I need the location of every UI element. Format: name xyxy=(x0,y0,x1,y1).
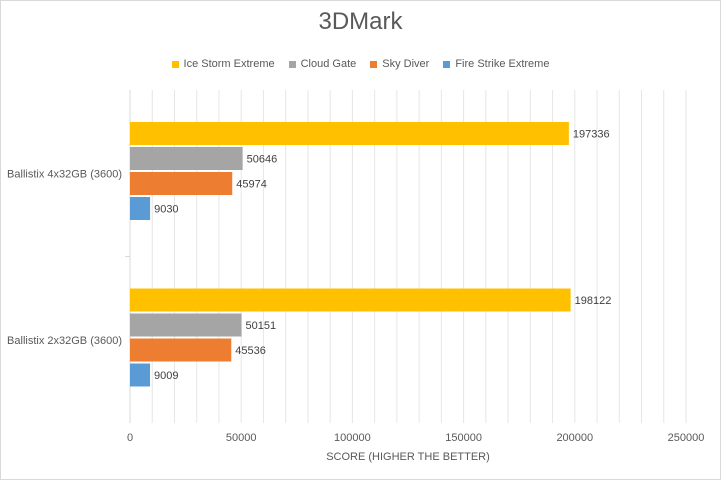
bar-fire-strike-extreme-ballistix-2x32gb-3600 xyxy=(130,363,151,387)
legend-item-ice-storm-extreme: Ice Storm Extreme xyxy=(171,57,275,71)
data-label-ice-storm-extreme-ballistix-2x32gb-3600: 198122 xyxy=(575,295,612,307)
category-label-ballistix-4x32gb-3600: Ballistix 4x32GB (3600) xyxy=(7,168,122,180)
x-tick-label-50000: 50000 xyxy=(226,432,257,444)
legend-item-sky-diver: Sky Diver xyxy=(370,57,429,71)
legend-label-sky-diver: Sky Diver xyxy=(382,58,430,70)
data-label-fire-strike-extreme-ballistix-2x32gb-3600: 9009 xyxy=(154,370,178,382)
data-label-fire-strike-extreme-ballistix-4x32gb-3600: 9030 xyxy=(154,204,178,216)
data-label-ice-storm-extreme-ballistix-4x32gb-3600: 197336 xyxy=(573,129,610,141)
legend-label-cloud-gate: Cloud Gate xyxy=(300,58,357,70)
legend-label-fire-strike-extreme: Fire Strike Extreme xyxy=(455,58,550,70)
data-label-cloud-gate-ballistix-2x32gb-3600: 50151 xyxy=(246,320,277,332)
legend-swatch-sky-diver xyxy=(370,60,378,68)
bar-cloud-gate-ballistix-4x32gb-3600 xyxy=(130,147,243,170)
data-label-cloud-gate-ballistix-4x32gb-3600: 50646 xyxy=(247,154,278,166)
data-label-sky-diver-ballistix-4x32gb-3600: 45974 xyxy=(236,179,267,191)
chart-title: 3DMark xyxy=(318,8,403,35)
legend: Ice Storm Extreme Cloud Gate Sky Diver F… xyxy=(0,57,721,71)
x-tick-label-200000: 200000 xyxy=(556,432,593,444)
bar-fire-strike-extreme-ballistix-4x32gb-3600 xyxy=(130,197,151,220)
legend-swatch-ice-storm-extreme xyxy=(171,60,179,68)
x-tick-label-150000: 150000 xyxy=(445,432,482,444)
x-tick-label-250000: 250000 xyxy=(668,432,705,444)
legend-label-ice-storm-extreme: Ice Storm Extreme xyxy=(183,58,275,70)
bar-ice-storm-extreme-ballistix-2x32gb-3600 xyxy=(130,288,571,312)
x-axis-label: SCORE (HIGHER THE BETTER) xyxy=(326,451,490,463)
legend-swatch-fire-strike-extreme xyxy=(443,60,451,68)
data-label-sky-diver-ballistix-2x32gb-3600: 45536 xyxy=(235,345,266,357)
x-tick-label-0: 0 xyxy=(127,432,133,444)
legend-item-fire-strike-extreme: Fire Strike Extreme xyxy=(443,57,549,71)
legend-item-cloud-gate: Cloud Gate xyxy=(288,57,357,71)
bar-sky-diver-ballistix-2x32gb-3600 xyxy=(130,338,232,362)
bar-sky-diver-ballistix-4x32gb-3600 xyxy=(130,172,233,195)
category-label-ballistix-2x32gb-3600: Ballistix 2x32GB (3600) xyxy=(7,335,122,347)
x-tick-label-100000: 100000 xyxy=(334,432,371,444)
bar-ice-storm-extreme-ballistix-4x32gb-3600 xyxy=(130,122,569,145)
bar-cloud-gate-ballistix-2x32gb-3600 xyxy=(130,313,242,337)
legend-swatch-cloud-gate xyxy=(288,60,296,68)
